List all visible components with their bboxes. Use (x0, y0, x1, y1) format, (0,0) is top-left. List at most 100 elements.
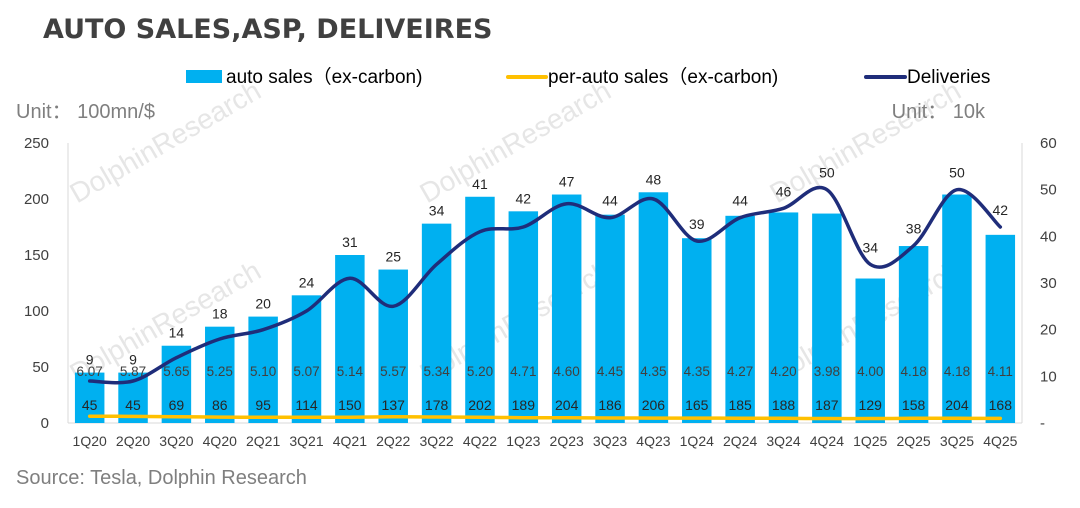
x-tick-label: 2Q23 (550, 433, 584, 449)
watermark-text: DolphinResearch (414, 75, 616, 209)
bar-value-label: 137 (382, 397, 406, 413)
source-note: Source: Tesla, Dolphin Research (16, 467, 307, 489)
left-axis-unit: Unit： 100mn/$ (16, 101, 155, 123)
left-tick-label: 200 (24, 191, 49, 208)
legend-label-auto-sales: auto sales（ex-carbon) (226, 66, 422, 88)
bar-value-label: 187 (815, 397, 839, 413)
bar (682, 238, 712, 423)
bar-value-label: 114 (295, 397, 318, 413)
deliveries-value-label: 44 (732, 193, 748, 209)
deliveries-value-label: 31 (342, 234, 358, 250)
deliveries-value-label: 24 (299, 274, 315, 290)
x-tick-label: 3Q20 (159, 433, 193, 449)
right-tick-label: 10 (1040, 368, 1057, 385)
bar (985, 234, 1016, 423)
bar (595, 214, 625, 423)
left-tick-label: 100 (24, 303, 49, 320)
chart-title: AUTO SALES,ASP, DELIVEIRES (43, 14, 492, 45)
asp-value-label: 4.11 (988, 364, 1013, 379)
asp-value-label: 5.25 (207, 364, 233, 379)
right-axis-unit: Unit： 10k (892, 101, 986, 123)
bar-value-label: 202 (468, 397, 492, 413)
bar-value-label: 69 (169, 397, 185, 413)
right-tick-label: 50 (1040, 182, 1057, 199)
x-tick-label: 1Q23 (506, 433, 540, 449)
legend: auto sales（ex-carbon) per-auto sales（ex-… (186, 66, 990, 88)
bar (465, 196, 495, 423)
x-tick-label: 4Q21 (333, 433, 367, 449)
deliveries-value-label: 9 (86, 352, 94, 368)
bar (638, 192, 669, 423)
x-tick-label: 3Q24 (766, 433, 800, 449)
deliveries-value-label: 41 (472, 176, 488, 192)
x-tick-label: 3Q21 (289, 433, 323, 449)
right-tick-label: 60 (1040, 135, 1057, 152)
x-tick-label: 2Q25 (896, 433, 930, 449)
x-tick-label: 4Q24 (810, 433, 844, 449)
watermark-text: DolphinResearch (764, 75, 966, 209)
asp-line (87, 414, 1003, 421)
bar (248, 316, 278, 423)
asp-value-label: 3.98 (814, 364, 840, 379)
asp-value-label: 5.14 (337, 364, 364, 379)
right-tick-label: 20 (1040, 322, 1057, 339)
legend-label-per-auto-sales: per-auto sales（ex-carbon) (548, 66, 778, 88)
watermark-text: DolphinResearch (64, 75, 266, 209)
x-tick-label: 2Q24 (723, 433, 757, 449)
deliveries-value-label: 42 (516, 190, 532, 206)
asp-value-label: 4.35 (684, 364, 710, 379)
asp-value-label: 5.87 (120, 364, 146, 379)
bar-value-labels: 45 45 69 86 95 114 150 137 178 202 189 204 186 206 165… (82, 397, 1012, 413)
deliveries-value-label: 34 (862, 239, 878, 255)
x-tick-label: 3Q22 (419, 433, 453, 449)
bar-value-label: 188 (772, 397, 796, 413)
bar (768, 212, 799, 423)
deliveries-value-labels: 9 9 14 18 20 24 31 25 34 41 42 47 44 48 39 44 46 50 34 38 50… (86, 165, 1009, 368)
bar-value-label: 165 (685, 397, 709, 413)
bar (898, 246, 929, 423)
deliveries-value-label: 46 (776, 183, 792, 199)
bar-value-label: 206 (642, 397, 666, 413)
asp-value-label: 4.45 (597, 364, 623, 379)
asp-value-label: 4.60 (554, 364, 580, 379)
line-series-deliveries (87, 185, 1003, 385)
deliveries-value-label: 50 (819, 165, 835, 181)
asp-value-labels: 6.07 5.87 5.65 5.25 5.10 5.07 5.14 5.57 5.34 5.20… (77, 364, 1013, 379)
right-tick-label: - (1040, 415, 1045, 432)
left-tick-label: 50 (32, 359, 49, 376)
asp-value-label: 5.57 (380, 364, 406, 379)
bar (855, 278, 885, 423)
bar-value-label: 158 (902, 397, 926, 413)
bar (378, 269, 408, 423)
asp-value-label: 5.65 (163, 364, 189, 379)
bar-value-label: 45 (125, 397, 141, 413)
deliveries-value-label: 50 (949, 165, 965, 181)
left-tick-label: 250 (24, 135, 49, 152)
x-tick-label: 3Q25 (940, 433, 974, 449)
bar-value-label: 178 (425, 397, 449, 413)
x-tick-label: 2Q22 (376, 433, 410, 449)
bar-value-label: 204 (555, 397, 579, 413)
deliveries-value-label: 42 (993, 202, 1009, 218)
bar (508, 211, 539, 423)
asp-value-label: 4.71 (510, 364, 536, 379)
x-tick-label: 4Q23 (636, 433, 670, 449)
bar-value-label: 168 (989, 397, 1013, 413)
x-tick-label: 4Q22 (463, 433, 497, 449)
asp-value-label: 5.20 (467, 364, 493, 379)
bar-value-label: 189 (512, 397, 536, 413)
asp-value-label: 4.18 (944, 364, 970, 379)
left-tick-label: 150 (24, 247, 49, 264)
x-tick-label: 2Q20 (116, 433, 150, 449)
x-tick-label: 1Q25 (853, 433, 887, 449)
legend-label-deliveries: Deliveries (907, 67, 990, 88)
asp-value-label: 6.07 (77, 364, 103, 379)
x-tick-label: 3Q23 (593, 433, 627, 449)
bar (551, 194, 582, 423)
right-axis-ticks: - 10 20 30 40 50 60 (1040, 135, 1057, 432)
deliveries-value-label: 20 (255, 296, 271, 312)
deliveries-value-label: 47 (559, 174, 575, 190)
bar (725, 215, 755, 423)
right-tick-label: 40 (1040, 228, 1057, 245)
